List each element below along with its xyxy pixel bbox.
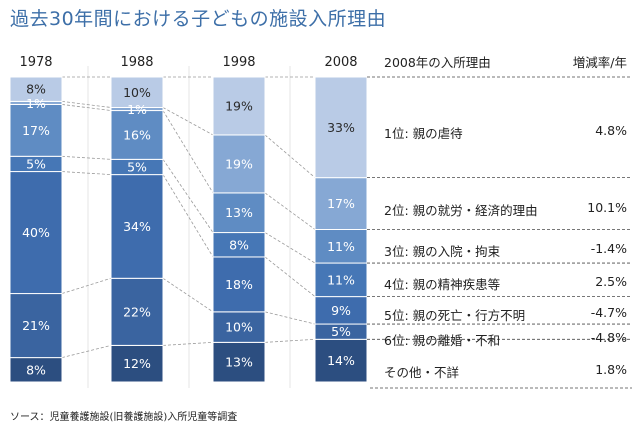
source-note: ソース：児童養護施設(旧養護施設)入所児童等調査 bbox=[10, 412, 238, 423]
table-reason-6: 6位: 親の離婚・不和 bbox=[384, 333, 501, 348]
segment-label-1988-6: 1% bbox=[127, 102, 147, 117]
table-rate-6: -4.8% bbox=[590, 330, 627, 345]
segment-label-2008-5: 11% bbox=[327, 239, 355, 254]
year-labels: 1978 1988 1998 2008 bbox=[19, 55, 357, 70]
connector-line-2-1 bbox=[162, 341, 214, 346]
table-reason-3: 3位: 親の入院・拘束 bbox=[384, 244, 501, 259]
connector-line-2-5 bbox=[162, 110, 214, 194]
segment-label-1978-2: 21% bbox=[22, 318, 50, 333]
connector-line-3-6 bbox=[264, 134, 316, 178]
bar-segment-1978-3 bbox=[9, 171, 63, 295]
segment-label-1978-3: 40% bbox=[22, 225, 50, 240]
bar-segment-1998-5 bbox=[212, 192, 266, 234]
connector-line-3-3 bbox=[264, 256, 316, 297]
segment-label-1978-1: 8% bbox=[26, 362, 46, 377]
bar-segment-1998-6 bbox=[212, 134, 266, 194]
bar-segments bbox=[9, 76, 368, 383]
connector-line-3-2 bbox=[264, 311, 316, 325]
segment-label-1998-7: 19% bbox=[225, 98, 253, 113]
segment-label-1998-3: 18% bbox=[225, 277, 253, 292]
connector-line-1-3 bbox=[61, 171, 112, 175]
segment-label-1998-4: 8% bbox=[229, 237, 249, 252]
bar-segment-1988-5 bbox=[110, 110, 164, 160]
table-row-dividers bbox=[367, 76, 632, 389]
bar-segment-2008-5 bbox=[314, 229, 368, 264]
connector-line-1-1 bbox=[61, 345, 112, 358]
segment-label-2008-4: 11% bbox=[327, 272, 355, 287]
connector-line-2-3 bbox=[162, 174, 214, 258]
segment-label-1988-3: 34% bbox=[123, 219, 151, 234]
year-label-1988: 1988 bbox=[120, 55, 153, 70]
table-reason-1: 1位: 親の虐待 bbox=[384, 126, 463, 141]
connector-line-1-6 bbox=[61, 101, 112, 108]
bar-segment-1998-7 bbox=[212, 76, 266, 136]
segment-label-1978-7: 8% bbox=[26, 82, 46, 97]
bar-segment-1978-2 bbox=[9, 293, 63, 359]
bar-segment-1998-3 bbox=[212, 256, 266, 313]
bar-segment-2008-3 bbox=[314, 296, 368, 325]
column-separators bbox=[87, 66, 291, 388]
segment-label-2008-6: 17% bbox=[327, 196, 355, 211]
year-label-2008: 2008 bbox=[324, 55, 357, 70]
connector-lines bbox=[61, 76, 316, 358]
segment-label-1988-1: 12% bbox=[123, 356, 151, 371]
bar-segment-1988-7 bbox=[110, 76, 164, 108]
bar-segment-1988-3 bbox=[110, 174, 164, 279]
bar-segment-1988-1 bbox=[110, 344, 164, 383]
table-reason-4: 4位: 親の精神疾患等 bbox=[384, 277, 501, 292]
table-reason-2: 2位: 親の就労・経済的理由 bbox=[384, 203, 538, 218]
segment-label-1998-5: 13% bbox=[225, 205, 253, 220]
segment-label-1988-7: 10% bbox=[123, 85, 151, 100]
year-label-1978: 1978 bbox=[19, 55, 52, 70]
connector-line-2-4 bbox=[162, 159, 214, 233]
connector-line-3-5 bbox=[264, 192, 316, 230]
connector-line-1-2 bbox=[61, 277, 112, 294]
bar-segment-1978-5 bbox=[9, 103, 63, 157]
segment-label-2008-7: 33% bbox=[327, 120, 355, 135]
table-rate-2: 10.1% bbox=[587, 200, 627, 215]
segment-label-1988-5: 16% bbox=[123, 127, 151, 142]
table-rate-3: -1.4% bbox=[590, 241, 627, 256]
segment-label-1978-6: 1% bbox=[26, 96, 46, 111]
bar-segment-1998-4 bbox=[212, 232, 266, 258]
table-reason-7: その他・不詳 bbox=[384, 365, 460, 380]
bar-segment-1978-7 bbox=[9, 76, 63, 102]
segment-label-2008-3: 9% bbox=[331, 303, 351, 318]
table-rate-5: -4.7% bbox=[590, 305, 627, 320]
table-rate-7: 1.8% bbox=[595, 362, 627, 377]
segment-label-1978-4: 5% bbox=[26, 156, 46, 171]
segment-label-2008-2: 5% bbox=[331, 324, 351, 339]
table-rate-1: 4.8% bbox=[595, 123, 627, 138]
table-reason-5: 5位: 親の死亡・行方不明 bbox=[384, 308, 526, 323]
segment-labels: 8%21%40%5%17%1%8%12%22%34%5%16%1%10%13%1… bbox=[22, 82, 355, 378]
segment-label-1988-2: 22% bbox=[123, 304, 151, 319]
bar-segment-1978-1 bbox=[9, 357, 63, 383]
segment-label-2008-1: 14% bbox=[327, 353, 355, 368]
year-label-1998: 1998 bbox=[222, 55, 255, 70]
table-header-rate: 増減率/年 bbox=[572, 55, 627, 70]
table-header-reason: 2008年の入所理由 bbox=[384, 55, 491, 70]
segment-label-1978-5: 17% bbox=[22, 123, 50, 138]
connector-line-1-5 bbox=[61, 104, 112, 111]
segment-label-1998-1: 13% bbox=[225, 355, 253, 370]
bar-segment-2008-7 bbox=[314, 76, 368, 179]
connector-line-2-6 bbox=[162, 107, 214, 136]
segment-label-1988-4: 5% bbox=[127, 159, 147, 174]
segment-label-1998-2: 10% bbox=[225, 320, 253, 335]
connector-line-1-4 bbox=[61, 155, 112, 160]
table-rate-4: 2.5% bbox=[595, 274, 627, 289]
connector-line-2-2 bbox=[162, 277, 214, 313]
segment-label-1998-6: 19% bbox=[225, 156, 253, 171]
connector-line-3-1 bbox=[264, 338, 316, 343]
chart-title: 過去30年間における子どもの施設入所理由 bbox=[10, 8, 387, 30]
